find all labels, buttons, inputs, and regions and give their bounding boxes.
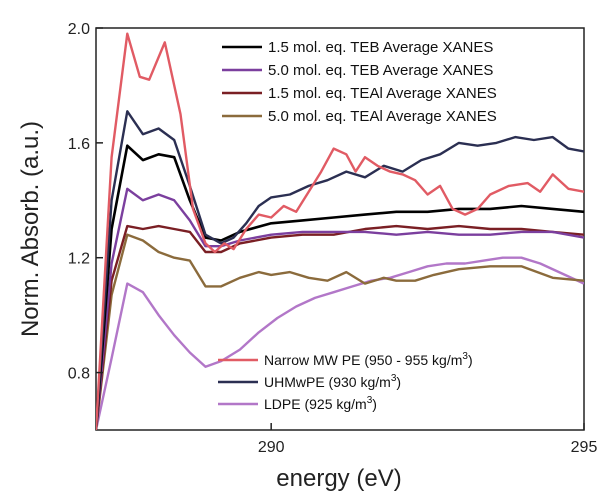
series-line-3 xyxy=(96,224,584,430)
y-tick-label: 1.6 xyxy=(68,136,90,153)
legend-bottom: Narrow MW PE (950 - 955 kg/m3)UHMwPE (93… xyxy=(218,351,473,412)
y-tick-label: 1.2 xyxy=(68,251,90,268)
legend-label-text: LDPE (925 kg/m xyxy=(264,396,367,412)
series-line-2 xyxy=(96,187,584,430)
y-tick-label: 2.0 xyxy=(68,21,90,38)
legend-label: LDPE (925 kg/m3) xyxy=(264,395,377,412)
legend-label-text: UHMwPE (930 kg/m xyxy=(264,374,391,390)
x-tick-label: 290 xyxy=(258,439,285,456)
series-layer xyxy=(96,32,584,430)
legend-label-tail: ) xyxy=(372,396,377,412)
legend-label-tail: ) xyxy=(468,352,473,368)
legend-label: 1.5 mol. eq. TEB Average XANES xyxy=(268,39,493,56)
series-line-7 xyxy=(96,256,584,430)
y-axis-title: Norm. Absorb. (a.u.) xyxy=(17,121,44,337)
legend-label: 1.5 mol. eq. TEAl Average XANES xyxy=(268,85,497,102)
legend-label-tail: ) xyxy=(396,374,401,390)
legend-label-text: Narrow MW PE (950 - 955 kg/m xyxy=(264,352,462,368)
legend-label: UHMwPE (930 kg/m3) xyxy=(264,373,401,390)
legend-label-sup: 3 xyxy=(391,373,397,384)
y-tick-label: 0.8 xyxy=(68,366,90,383)
y-axis-ticks: 0.8 1.2 1.6 2.0 xyxy=(68,21,103,383)
legend-label: Narrow MW PE (950 - 955 kg/m3) xyxy=(264,351,473,368)
x-tick-label: 295 xyxy=(571,439,598,456)
legend-label-sup: 3 xyxy=(367,395,373,406)
series-line-6 xyxy=(96,110,584,430)
legend-label-sup: 3 xyxy=(462,351,468,362)
legend-label: 5.0 mol. eq. TEB Average XANES xyxy=(268,62,493,79)
series-line-5 xyxy=(96,32,584,430)
x-axis-title: energy (eV) xyxy=(276,465,401,492)
series-line-1 xyxy=(96,144,584,430)
legend-label: 5.0 mol. eq. TEAl Average XANES xyxy=(268,108,497,125)
x-axis-ticks: 290 295 xyxy=(258,423,598,456)
series-line-4 xyxy=(96,233,584,430)
legend-top: 1.5 mol. eq. TEB Average XANES 5.0 mol. e… xyxy=(222,39,497,125)
